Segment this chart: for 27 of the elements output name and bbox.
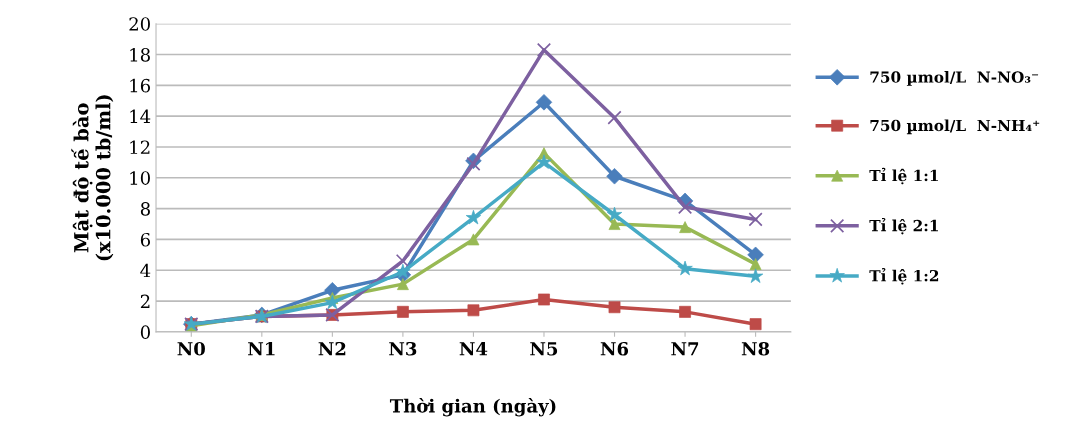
legend-label: 750 µmol/L N-NH₄⁺ [870,119,1040,135]
x-tick-label: N8 [741,341,770,356]
y-tick-label: 18 [130,47,150,62]
x-tick-label: N0 [177,341,205,356]
y-axis-title: Mật độ tế bào (x10.000 tb/ml) [71,95,114,261]
y-tick-label: 6 [140,232,151,247]
legend-label: 750 µmol/L N-NO₃⁻ [870,71,1039,86]
legend-label: Tỉ lệ 1:1 [869,167,938,185]
y-tick-label: 14 [130,109,151,124]
legend-label: Tỉ lệ 2:1 [869,217,938,235]
y-tick-label: 10 [130,171,150,185]
y-tick-label: 12 [130,140,150,154]
y-tick-label: 20 [129,17,150,31]
y-tick-label: 4 [140,263,151,278]
y-tick-label: 16 [130,78,151,93]
x-axis-title: Thời gian (ngày) [389,397,556,417]
x-tick-label: N5 [530,342,558,356]
x-tick-label: N1 [248,341,275,356]
x-tick-label: N3 [389,341,417,356]
y-tick-label: 0 [140,325,150,339]
x-tick-label: N2 [318,341,346,356]
y-tick-label: 8 [140,202,150,216]
x-tick-label: N4 [459,341,488,356]
legend-label: Tỉ lệ 1:2 [869,268,939,285]
x-tick-label: N7 [671,342,699,356]
x-tick-label: N6 [600,341,629,356]
y-tick-label: 2 [140,294,150,308]
